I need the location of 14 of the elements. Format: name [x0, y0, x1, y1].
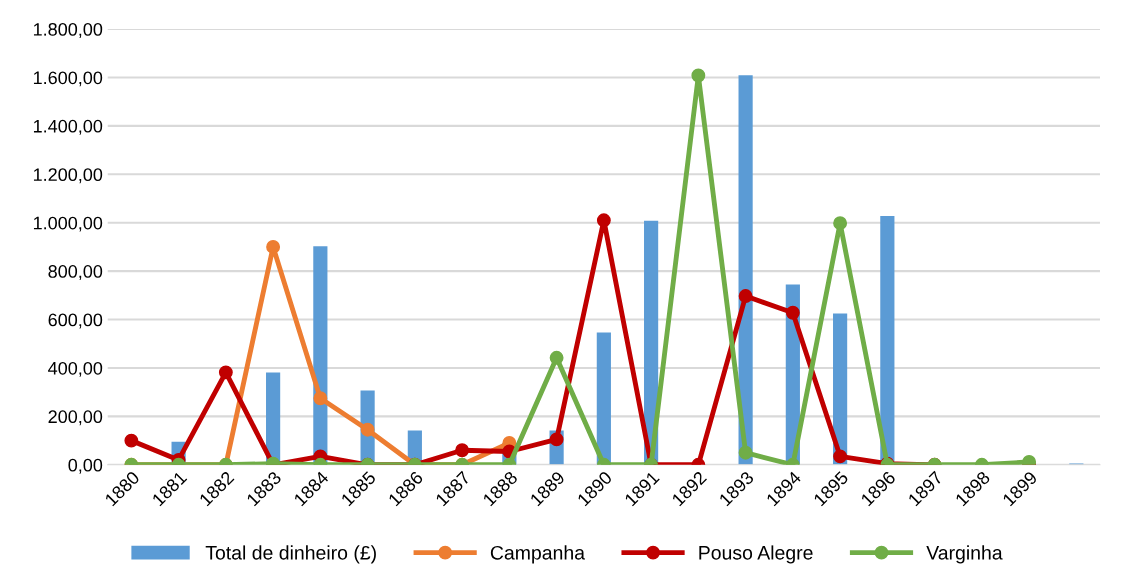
y-tick-label: 1.800,00 — [33, 22, 103, 38]
y-tick-label: 1.000,00 — [33, 216, 103, 232]
y-tick-label: 1.400,00 — [33, 119, 103, 135]
y-tick-label: 200,00 — [48, 410, 103, 426]
y-tick-label: 800,00 — [48, 265, 103, 280]
y-tick-label: 1.600,00 — [33, 71, 103, 87]
y-tick-label: 0,00 — [68, 458, 103, 474]
legend-label: Campanha — [490, 545, 586, 564]
legend-label: Varginha — [926, 545, 1003, 564]
y-tick-label: 600,00 — [48, 313, 103, 329]
y-tick-label: 1.200,00 — [33, 168, 103, 184]
legend-label: Pouso Alegre — [699, 545, 813, 564]
legend-label: Total de dinheiro (£) — [205, 545, 376, 564]
y-tick-label: 400,00 — [48, 361, 103, 377]
